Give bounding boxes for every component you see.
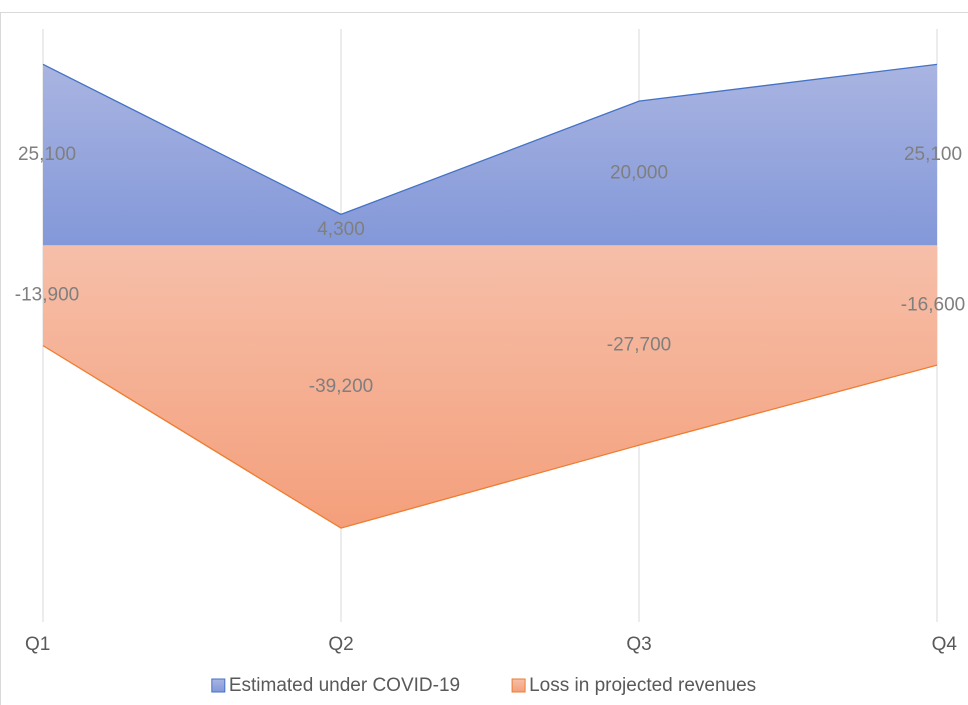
area-edge xyxy=(42,63,938,216)
x-tick-label: Q4 xyxy=(932,634,958,655)
chart-frame xyxy=(0,12,968,705)
data-label: -27,700 xyxy=(607,334,671,355)
data-label: -39,200 xyxy=(309,376,373,397)
area xyxy=(43,245,937,529)
legend: Estimated under COVID-19 Loss in projecte… xyxy=(211,675,756,696)
x-tick-label: Q1 xyxy=(25,634,50,655)
legend-label: Estimated under COVID-19 xyxy=(229,675,460,696)
data-label: -16,600 xyxy=(901,294,965,315)
data-label: -13,900 xyxy=(15,285,79,306)
data-label: 25,100 xyxy=(18,144,76,165)
area xyxy=(43,64,937,246)
data-label: 4,300 xyxy=(317,219,365,240)
x-tick-label: Q3 xyxy=(626,634,651,655)
data-label: 20,000 xyxy=(610,162,668,183)
legend-swatch xyxy=(511,678,526,693)
legend-label: Loss in projected revenues xyxy=(529,675,756,696)
legend-swatch xyxy=(211,678,226,693)
x-tick-label: Q2 xyxy=(328,634,353,655)
data-label: 25,100 xyxy=(904,144,962,165)
area-edge xyxy=(42,345,938,529)
